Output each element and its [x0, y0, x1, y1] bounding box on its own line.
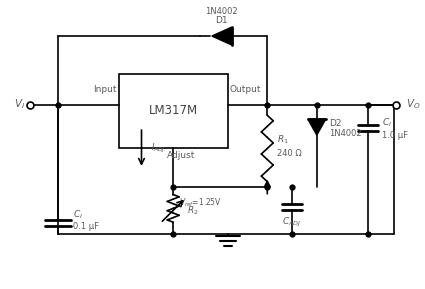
- Text: Adjust: Adjust: [167, 151, 196, 160]
- Text: 240 Ω: 240 Ω: [277, 149, 302, 158]
- Text: D1: D1: [215, 16, 228, 25]
- Text: $V_O$: $V_O$: [406, 97, 420, 111]
- Text: $R_1$: $R_1$: [277, 134, 289, 146]
- Text: $I_{ADJ}$: $I_{ADJ}$: [151, 141, 166, 155]
- Text: Input: Input: [93, 85, 117, 94]
- Text: $C_I$: $C_I$: [73, 208, 83, 221]
- Text: D2: D2: [329, 119, 341, 128]
- Polygon shape: [308, 119, 326, 135]
- Text: $V_I$: $V_I$: [14, 97, 25, 111]
- Text: 0.1 μF: 0.1 μF: [73, 222, 99, 231]
- Text: Output: Output: [230, 85, 261, 94]
- Text: $R_2$: $R_2$: [187, 204, 199, 217]
- Text: LM317M: LM317M: [149, 104, 198, 117]
- Text: 1.0 μF: 1.0 μF: [382, 131, 408, 140]
- Text: 1N4002: 1N4002: [205, 7, 238, 16]
- Text: $V_{ref}$=1.25V: $V_{ref}$=1.25V: [179, 196, 222, 209]
- Text: 1N4002: 1N4002: [329, 129, 361, 138]
- Text: $C_{ADJ}$: $C_{ADJ}$: [283, 216, 302, 229]
- FancyBboxPatch shape: [119, 74, 228, 148]
- Text: $C_I$: $C_I$: [382, 117, 392, 129]
- Polygon shape: [212, 27, 232, 45]
